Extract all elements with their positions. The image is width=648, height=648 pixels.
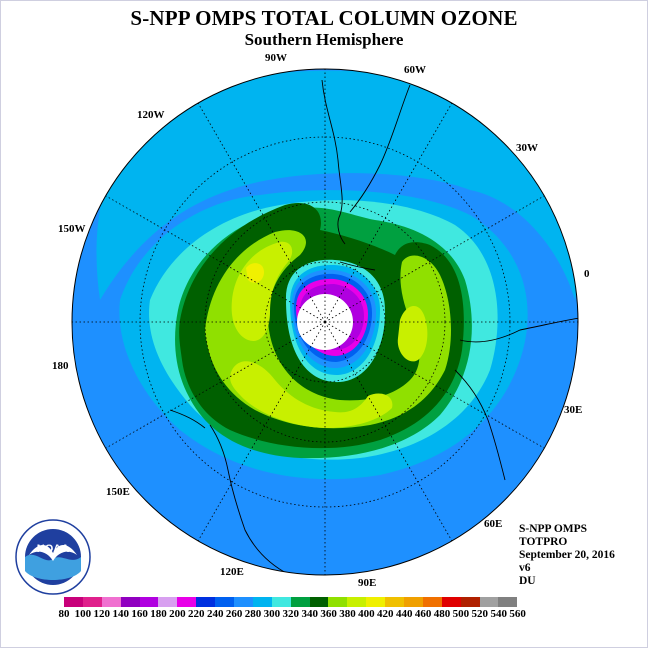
colorbar-tick-label: 200 bbox=[169, 608, 186, 620]
colorbar-cell bbox=[404, 597, 423, 607]
lon-label-180: 180 bbox=[52, 360, 69, 372]
colorbar-tick-label: 140 bbox=[112, 608, 129, 620]
new-zealand-coast bbox=[169, 409, 206, 429]
coastlines bbox=[169, 79, 578, 575]
lon-label-60w: 60W bbox=[404, 64, 426, 76]
colorbar-cell bbox=[366, 597, 386, 607]
ozone-band-280-north bbox=[96, 70, 578, 300]
colorbar-tick-label: 480 bbox=[433, 608, 451, 620]
colorbar-cell bbox=[290, 597, 310, 607]
colorbar-tick-label: 500 bbox=[452, 608, 470, 620]
noaa-logo-text: NOAA bbox=[37, 543, 69, 555]
colorbar-tick-labels: 80 100 120 140 160 180 200 220 240 260 280 300 320 34… bbox=[55, 608, 585, 622]
colorbar-tick-label: 220 bbox=[188, 608, 205, 620]
colorbar-cell bbox=[234, 597, 253, 607]
info-satellite: S-NPP OMPS bbox=[519, 523, 588, 535]
lon-label-90w: 90W bbox=[265, 52, 287, 64]
noaa-logo: NOAA bbox=[15, 519, 91, 595]
colorbar-tick-label: 560 bbox=[509, 608, 526, 620]
colorbar-tick-label: 160 bbox=[131, 608, 148, 620]
antarctic-peninsula bbox=[339, 261, 376, 271]
colorbar-tick-label: 280 bbox=[244, 608, 262, 620]
south-america-coast bbox=[321, 79, 346, 245]
colorbar-cell bbox=[64, 597, 83, 607]
info-product: TOTPRO bbox=[519, 536, 568, 548]
colorbar-tick-label: 420 bbox=[377, 608, 394, 620]
lon-label-120w: 120W bbox=[137, 109, 165, 121]
colorbar-tick-label: 180 bbox=[150, 608, 167, 620]
colorbar-tick-label: 240 bbox=[206, 608, 224, 620]
colorbar-cell bbox=[271, 597, 291, 607]
lon-label-90e: 90E bbox=[358, 577, 377, 589]
colorbar-tick-label: 300 bbox=[263, 608, 281, 620]
colorbar-cell bbox=[139, 597, 159, 607]
colorbar-tick-label: 340 bbox=[301, 608, 318, 620]
lon-label-0: 0 bbox=[584, 268, 590, 280]
colorbar-cell bbox=[498, 597, 518, 607]
info-units: DU bbox=[519, 575, 536, 587]
africa-east-coast bbox=[454, 369, 506, 481]
colorbar-cell bbox=[479, 597, 499, 607]
australia-coast bbox=[209, 424, 291, 575]
map-title: S-NPP OMPS TOTAL COLUMN OZONE bbox=[130, 6, 518, 30]
colorbar-cell bbox=[101, 597, 121, 607]
colorbar-cell bbox=[120, 597, 140, 607]
colorbar-tick-label: 380 bbox=[339, 608, 356, 620]
colorbar-cell bbox=[177, 597, 197, 607]
colorbar-tick-label: 440 bbox=[395, 608, 413, 620]
colorbar-tick-label: 460 bbox=[414, 608, 432, 620]
colorbar-cell bbox=[328, 597, 348, 607]
colorbar bbox=[64, 597, 518, 607]
colorbar-cell bbox=[422, 597, 442, 607]
colorbar-cell bbox=[309, 597, 329, 607]
colorbar-cell bbox=[347, 597, 367, 607]
map-border bbox=[71, 68, 579, 576]
lon-label-30e: 30E bbox=[564, 404, 583, 416]
colorbar-tick-label: 540 bbox=[490, 608, 507, 620]
colorbar-cell bbox=[460, 597, 480, 607]
info-version: v6 bbox=[519, 562, 531, 574]
colorbar-cell bbox=[158, 597, 178, 607]
info-date: September 20, 2016 bbox=[519, 549, 615, 561]
lon-label-150w: 150W bbox=[58, 223, 86, 235]
colorbar-tick-label: 360 bbox=[320, 608, 337, 620]
lon-label-60e: 60E bbox=[484, 518, 503, 530]
colorbar-tick-label: 260 bbox=[225, 608, 243, 620]
colorbar-cell bbox=[196, 597, 216, 607]
colorbar-tick-label: 80 bbox=[58, 608, 70, 620]
colorbar-cell bbox=[252, 597, 272, 607]
colorbar-cell bbox=[82, 597, 102, 607]
colorbar-tick-label: 100 bbox=[74, 608, 92, 620]
product-info: S-NPP OMPS TOTPRO September 20, 2016 v6 … bbox=[519, 523, 615, 588]
africa-coast bbox=[459, 317, 578, 343]
lon-label-30w: 30W bbox=[516, 142, 538, 154]
ozone-band-400 bbox=[246, 263, 264, 283]
ozone-band-380-south bbox=[230, 361, 393, 428]
graticule bbox=[72, 69, 578, 575]
colorbar-cell bbox=[385, 597, 405, 607]
south-america-east-coast bbox=[349, 84, 411, 213]
colorbar-tick-label: 520 bbox=[471, 608, 489, 620]
ozone-band-380-west bbox=[231, 241, 293, 341]
colorbar-tick-label: 120 bbox=[93, 608, 111, 620]
colorbar-cell bbox=[441, 597, 461, 607]
lon-label-120e: 120E bbox=[220, 566, 244, 578]
map-subtitle: Southern Hemisphere bbox=[244, 30, 404, 49]
colorbar-tick-label: 400 bbox=[358, 608, 375, 620]
ozone-band-380-east bbox=[397, 305, 428, 362]
colorbar-tick-label: 320 bbox=[282, 608, 300, 620]
colorbar-cell bbox=[215, 597, 235, 607]
lon-label-150e: 150E bbox=[106, 486, 130, 498]
